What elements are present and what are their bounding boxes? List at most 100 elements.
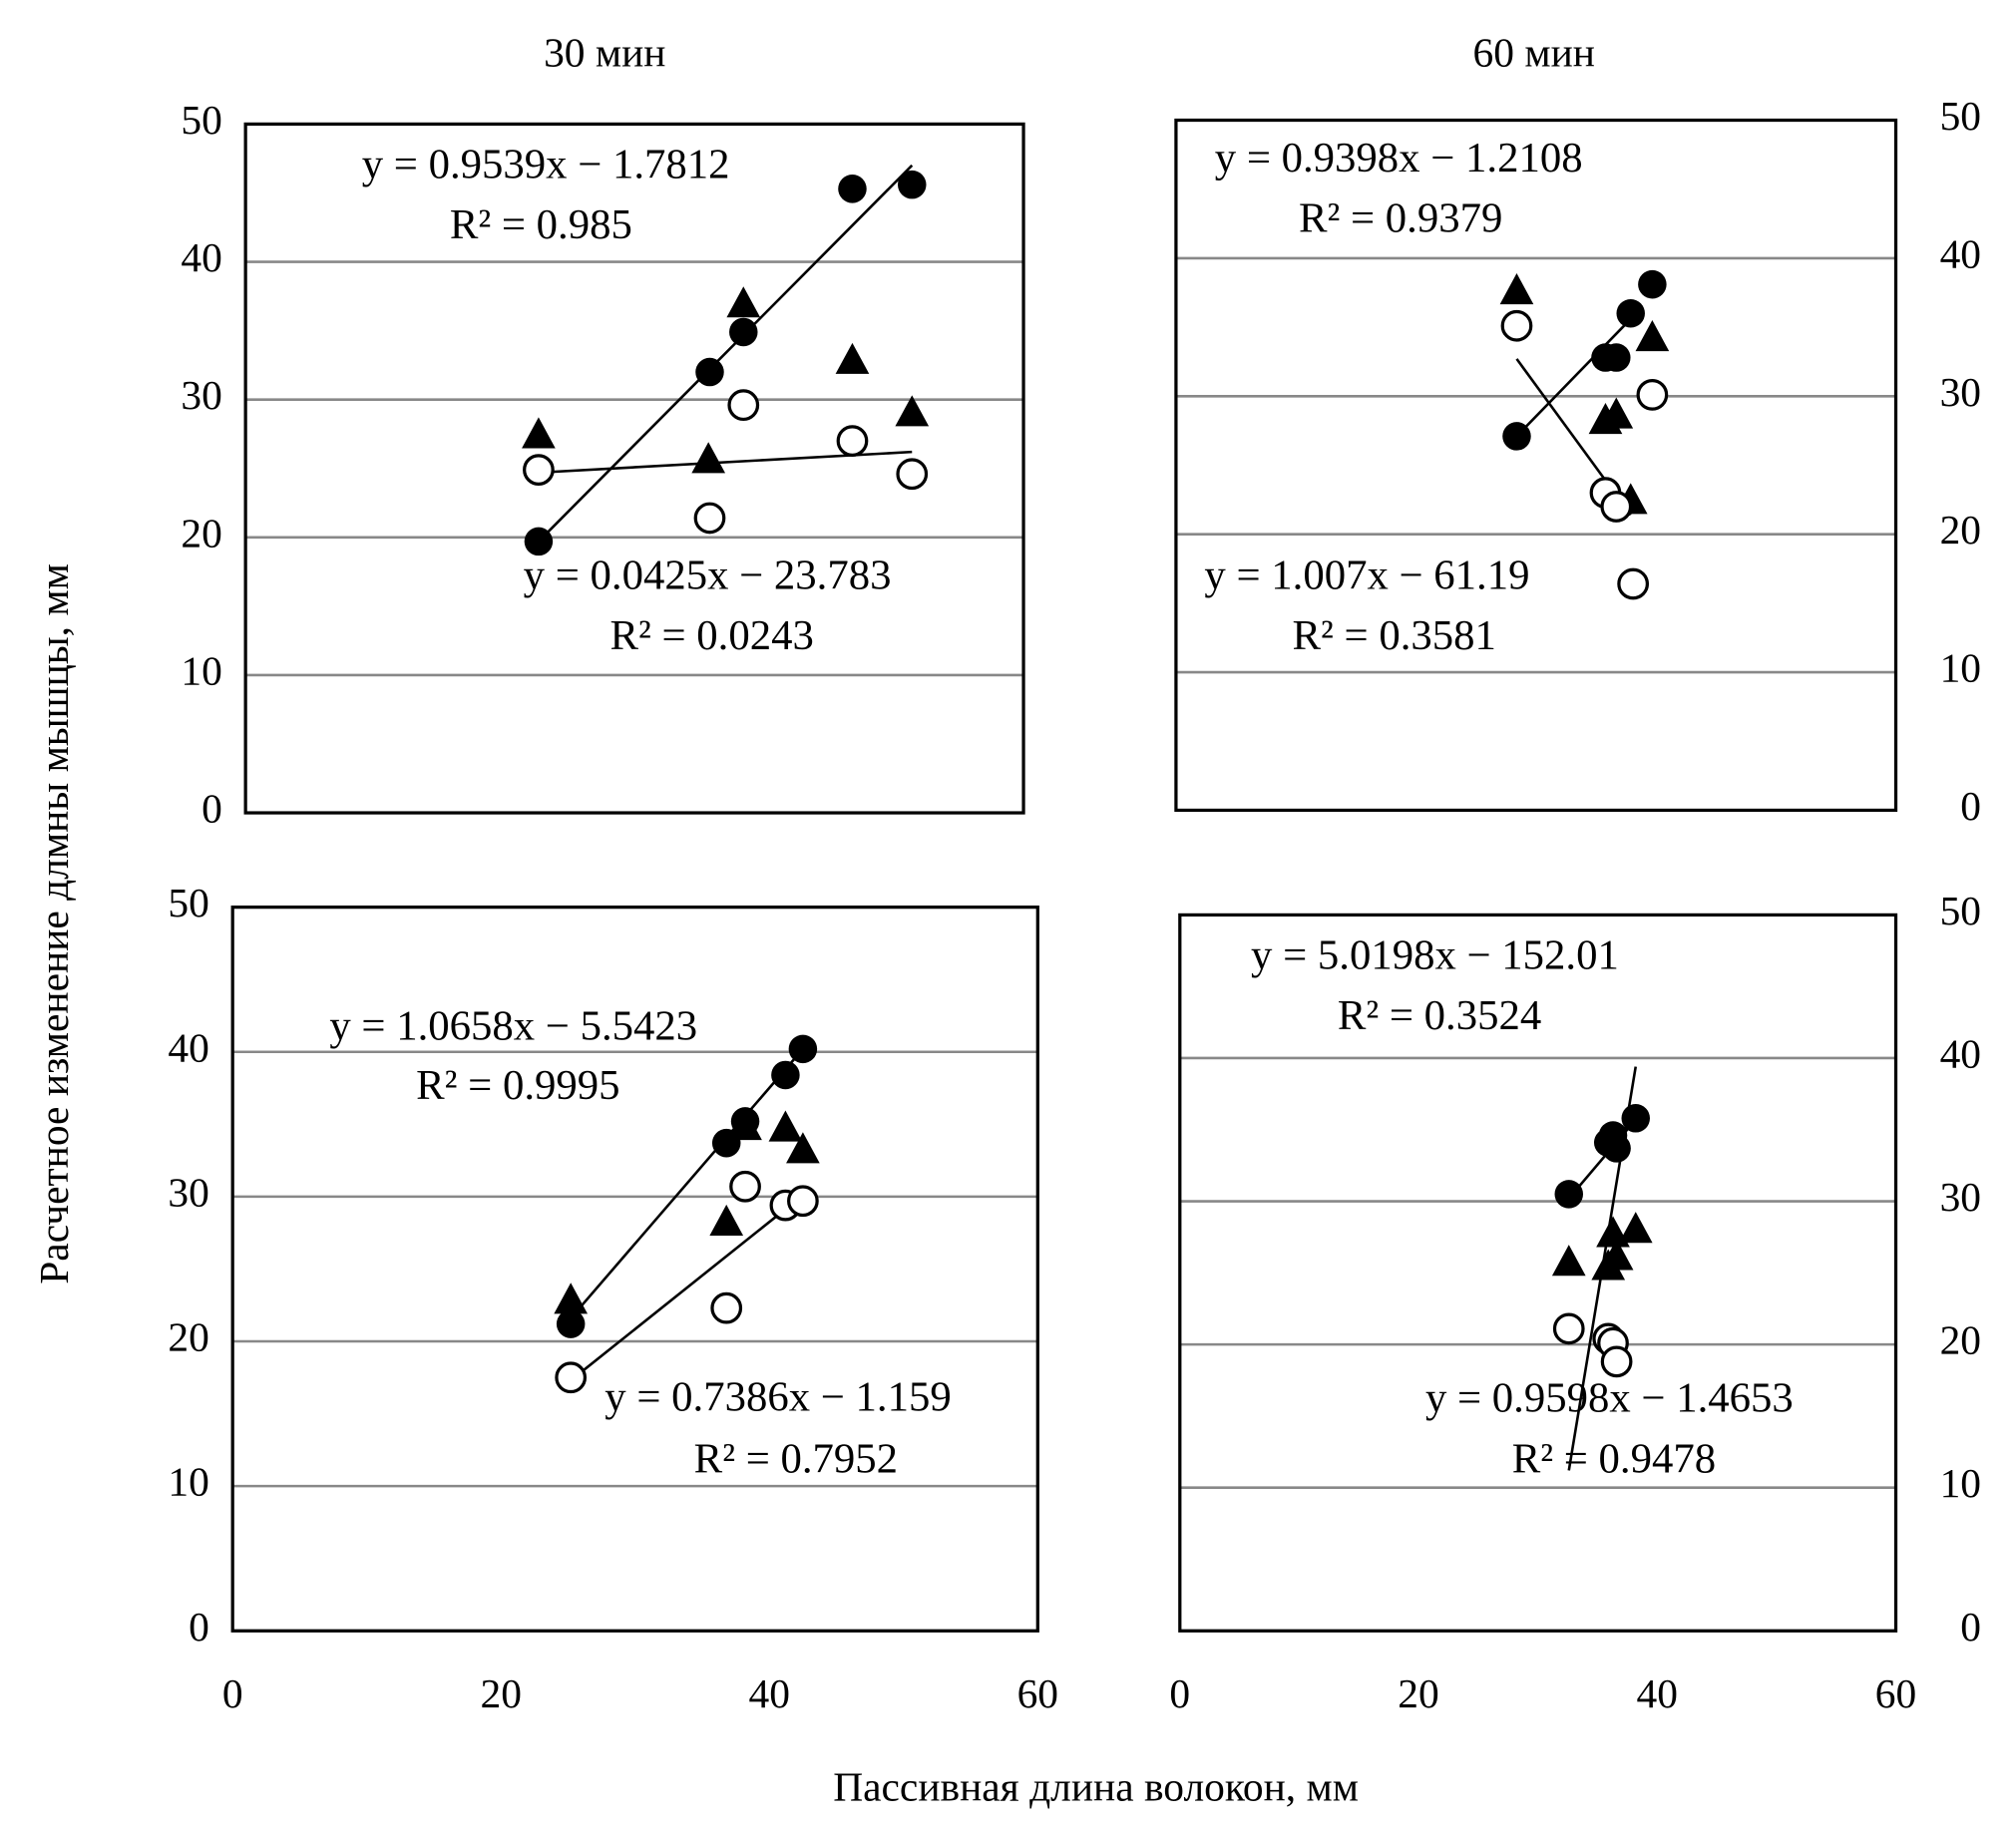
trend-equation: y = 1.0658x − 5.5423 (329, 1003, 697, 1050)
open-circle-point (1617, 567, 1650, 600)
plot-frame (1174, 118, 1898, 813)
open-circle-point (1636, 379, 1669, 411)
y-tick-label: 30 (1940, 369, 1981, 415)
open-circle-point (693, 502, 726, 535)
y-tick-label: 40 (181, 234, 221, 280)
open-circle-point (896, 458, 929, 491)
y-axis-label: Расчетное изменение длмны мышцы, мм (31, 563, 77, 1284)
y-tick-label: 50 (1940, 93, 1981, 139)
y-tick-label: 10 (168, 1459, 208, 1505)
trend-equation: y = 5.0198x − 152.01 (1251, 931, 1619, 978)
filled-circle-point (524, 527, 554, 556)
triangle-point (786, 1132, 820, 1164)
trend-line (1515, 317, 1632, 438)
x-tick-label: 40 (749, 1670, 790, 1716)
triangle-point (768, 1110, 803, 1142)
triangle-point (728, 1109, 762, 1141)
open-circle-point (555, 1361, 588, 1394)
triangle-point (726, 286, 761, 318)
trend-equation: y = 0.9598x − 1.4653 (1425, 1375, 1794, 1422)
open-circle-point (787, 1185, 819, 1218)
y-tick-label: 30 (168, 1169, 208, 1215)
triangle-point (1635, 320, 1670, 352)
y-tick-label: 30 (181, 372, 221, 418)
trend-r-squared: R² = 0.3581 (1293, 612, 1496, 659)
triangle-point (709, 1204, 744, 1236)
plot-area (1179, 915, 1896, 1632)
trend-r-squared: R² = 0.7952 (694, 1436, 898, 1483)
y-tick-label: 0 (1960, 1604, 1981, 1650)
y-tick-label: 50 (181, 97, 221, 143)
y-tick-label: 20 (1940, 507, 1981, 552)
triangle-point (835, 342, 870, 374)
filled-circle-point (788, 1034, 818, 1064)
trend-equation: y = 1.007x − 61.19 (1204, 551, 1529, 598)
open-circle-point (710, 1291, 743, 1324)
filled-circle-point (1621, 1104, 1650, 1133)
open-circle-point (1552, 1312, 1585, 1345)
trend-r-squared: R² = 0.9379 (1299, 195, 1502, 242)
plot-frame (230, 906, 1039, 1633)
x-tick-label: 60 (1875, 1670, 1916, 1716)
y-tick-label: 0 (202, 786, 222, 832)
triangle-point (1618, 1212, 1653, 1244)
filled-circle-point (1502, 422, 1531, 451)
trend-r-squared: R² = 0.9995 (416, 1062, 619, 1109)
plot-area (232, 907, 1038, 1632)
filled-circle-point (1616, 298, 1645, 328)
filled-circle-point (771, 1060, 800, 1090)
filled-circle-point (556, 1309, 586, 1338)
trend-r-squared: R² = 0.9478 (1512, 1436, 1716, 1483)
filled-circle-point (1554, 1180, 1584, 1209)
x-axis-label: Пассивная длина волокон, мм (833, 1763, 1359, 1809)
filled-circle-point (838, 175, 867, 203)
filled-circle-point (898, 170, 927, 199)
y-tick-label: 50 (168, 880, 208, 925)
trend-line (570, 1048, 804, 1319)
plot-frame (243, 122, 1025, 815)
open-circle-point (523, 454, 555, 486)
triangle-point (895, 395, 930, 427)
plot-area (1175, 120, 1896, 811)
triangle-point (1551, 1245, 1586, 1277)
filled-circle-point (695, 357, 724, 387)
y-tick-label: 10 (181, 647, 221, 693)
x-tick-label: 60 (1017, 1670, 1058, 1716)
y-tick-label: 30 (1940, 1174, 1981, 1220)
trend-r-squared: R² = 0.985 (450, 201, 632, 248)
x-tick-label: 0 (222, 1670, 243, 1716)
open-circle-point (727, 389, 760, 422)
triangle-point (522, 417, 556, 449)
y-tick-label: 10 (1940, 645, 1981, 691)
trend-equation: y = 0.9398x − 1.2108 (1215, 135, 1583, 182)
y-tick-label: 20 (181, 510, 221, 555)
open-circle-point (1600, 491, 1633, 523)
open-circle-point (729, 1170, 761, 1203)
trend-equation: y = 0.9539x − 1.7812 (362, 141, 730, 187)
triangle-point (1599, 397, 1634, 429)
y-tick-label: 40 (1940, 230, 1981, 276)
panel-title: 30 мин (544, 30, 665, 76)
y-tick-label: 0 (189, 1604, 209, 1650)
open-circle-point (1600, 1345, 1633, 1378)
filled-circle-point (1602, 1134, 1631, 1163)
open-circle-point (836, 425, 869, 457)
y-tick-label: 20 (1940, 1317, 1981, 1363)
x-tick-label: 0 (1169, 1670, 1190, 1716)
trend-r-squared: R² = 0.3524 (1338, 992, 1541, 1039)
triangle-point (691, 442, 726, 474)
y-tick-label: 50 (1940, 888, 1981, 933)
y-tick-label: 20 (168, 1314, 208, 1360)
y-tick-label: 40 (168, 1024, 208, 1070)
trend-equation: y = 0.0425x − 23.783 (524, 551, 892, 598)
triangle-point (1499, 272, 1534, 305)
filled-circle-point (1602, 343, 1631, 372)
y-tick-label: 0 (1960, 783, 1981, 829)
trend-r-squared: R² = 0.0243 (609, 612, 813, 659)
panel-title: 60 мин (1473, 30, 1595, 76)
trend-line (537, 164, 914, 543)
triangle-point (554, 1283, 589, 1314)
open-circle-point (1500, 309, 1533, 342)
